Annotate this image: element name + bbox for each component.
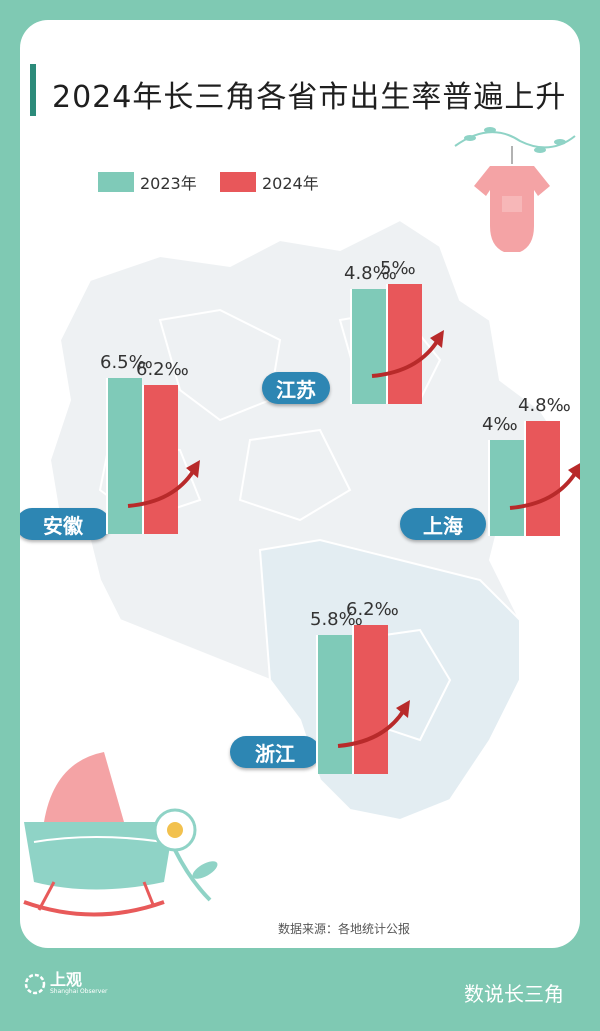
logo-icon [24,973,46,995]
value-label-jiangsu-2023年: 4.8‰ [344,262,397,284]
region-label-jiangsu: 江苏 [262,372,330,404]
value-label-zhejiang-2024年: 6.2‰ [346,599,399,621]
page-title: 2024年长三角各省市出生率普遍上升 [52,80,567,115]
title-accent-bar [30,64,36,116]
value-label-shanghai-2024年: 4.8‰ [518,394,571,416]
cradle-icon [23,752,174,917]
arrow-up-icon-jiangsu [371,330,444,378]
legend-item-2023: 2023年 [98,170,197,194]
arrow-up-icon-anhui [127,460,200,508]
bar-jiangsu-2024年 [386,284,422,404]
bar-anhui-2024年 [142,385,178,534]
region-label-zhejiang: 浙江 [230,736,320,768]
footer-brand: 上观 Shanghai Observer [24,972,107,996]
baby-romper-icon [454,127,576,252]
legend-swatch-2024 [220,172,256,192]
bar-zhejiang-2023年 [316,634,352,774]
brand-subtitle: Shanghai Observer [50,988,108,995]
value-label-zhejiang-2023年: 5.8‰ [310,608,363,630]
flower-icon [153,808,218,902]
legend-swatch-2023 [98,172,134,192]
legend-label-2024: 2024年 [262,174,319,193]
series-name: 数说长三角 [464,982,564,1006]
bar-shanghai-2024年 [524,420,560,536]
value-label-anhui-2024年: 6.2‰ [136,359,189,381]
bar-anhui-2023年 [106,378,142,534]
legend-item-2024: 2024年 [220,170,319,194]
source-note: 数据来源：各地统计公报 [278,922,411,936]
region-label-anhui: 安徽 [20,508,110,540]
bar-zhejiang-2024年 [352,625,388,774]
value-label-anhui-2023年: 6.5‰ [100,352,153,373]
bar-jiangsu-2023年 [350,288,386,404]
bar-shanghai-2023年 [488,440,524,536]
value-label-shanghai-2023年: 4‰ [482,414,518,435]
arrow-up-icon-zhejiang [337,700,410,748]
infographic-card: 2024年长三角各省市出生率普遍上升 2023年 2024年 [20,20,580,948]
arrow-up-icon-shanghai [509,463,580,510]
brand-name: 上观 [50,970,83,989]
legend-label-2023: 2023年 [140,174,197,193]
region-label-shanghai: 上海 [400,508,486,540]
value-label-jiangsu-2024年: 5‰ [380,258,416,279]
